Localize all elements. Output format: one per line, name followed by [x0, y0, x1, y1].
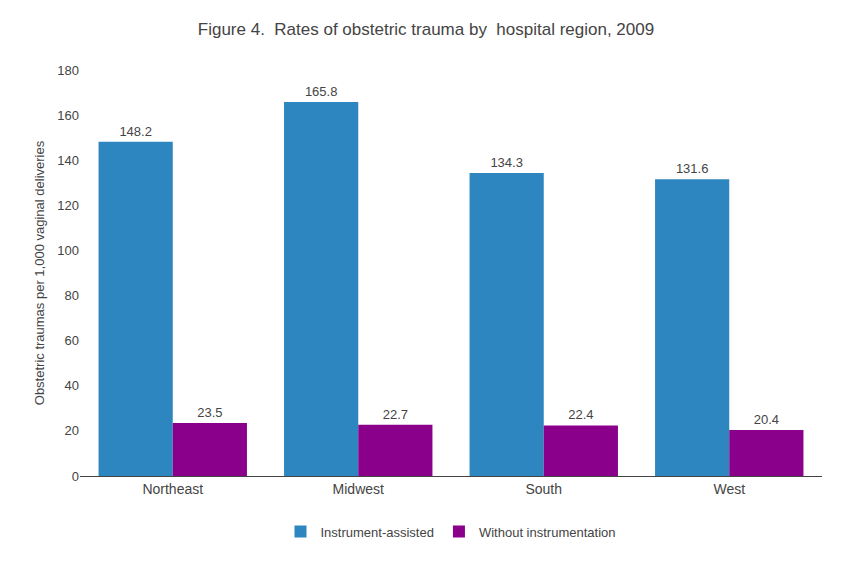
svg-text:0: 0 — [72, 469, 79, 484]
svg-text:23.5: 23.5 — [197, 405, 222, 420]
svg-text:160: 160 — [57, 108, 79, 123]
svg-text:Instrument-assisted: Instrument-assisted — [321, 525, 434, 540]
svg-text:180: 180 — [57, 63, 79, 78]
svg-text:80: 80 — [65, 288, 79, 303]
svg-text:West: West — [713, 481, 745, 497]
svg-text:Figure 4. Rates of obstetric: Figure 4. Rates of obstetric trauma by h… — [198, 20, 654, 39]
svg-text:120: 120 — [57, 198, 79, 213]
svg-text:Midwest: Midwest — [333, 481, 384, 497]
svg-text:22.4: 22.4 — [568, 407, 593, 422]
svg-text:60: 60 — [65, 333, 79, 348]
svg-text:South: South — [525, 481, 562, 497]
svg-text:22.7: 22.7 — [383, 407, 408, 422]
svg-text:20: 20 — [65, 423, 79, 438]
svg-text:Northeast: Northeast — [142, 481, 203, 497]
svg-text:20.4: 20.4 — [754, 412, 779, 427]
svg-text:134.3: 134.3 — [490, 155, 523, 170]
svg-text:100: 100 — [57, 243, 79, 258]
svg-text:140: 140 — [57, 153, 79, 168]
svg-text:148.2: 148.2 — [119, 124, 152, 139]
svg-text:Obstetric traumas per 1,000 va: Obstetric traumas per 1,000 vaginal deli… — [32, 140, 47, 405]
svg-text:Without instrumentation: Without instrumentation — [479, 525, 616, 540]
svg-text:131.6: 131.6 — [676, 161, 709, 176]
svg-text:40: 40 — [65, 378, 79, 393]
svg-text:165.8: 165.8 — [305, 84, 338, 99]
